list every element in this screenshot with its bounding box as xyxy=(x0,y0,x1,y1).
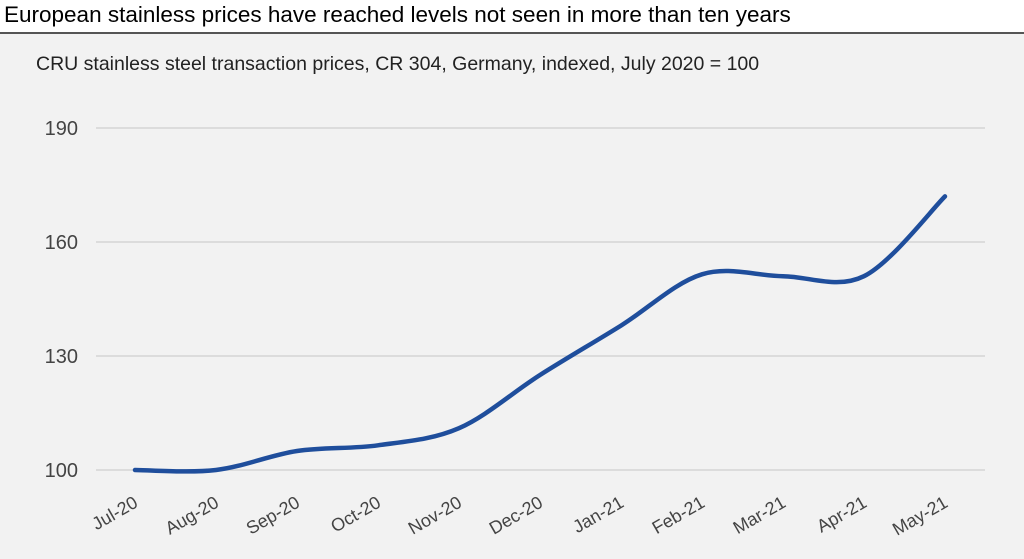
data-point-Sep-20 xyxy=(295,449,299,453)
data-point-Dec-20 xyxy=(538,373,542,377)
data-point-Aug-20 xyxy=(214,468,218,472)
data-point-Mar-21 xyxy=(781,274,785,278)
x-tick-label: Apr-21 xyxy=(813,492,870,536)
chart-title: CRU stainless steel transaction prices, … xyxy=(36,53,760,75)
x-tick-label: Jan-21 xyxy=(569,492,627,537)
x-tick-label: Sep-20 xyxy=(243,492,303,538)
data-point-Feb-21 xyxy=(700,272,704,276)
y-tick-label: 100 xyxy=(45,460,78,482)
y-tick-label: 190 xyxy=(45,118,78,140)
series-layer xyxy=(132,194,948,474)
y-tick-label: 160 xyxy=(45,232,78,254)
chart-headline: European stainless prices have reached l… xyxy=(4,2,791,27)
y-axis-tick-labels: 100 130 160 190 xyxy=(45,118,78,482)
gridlines xyxy=(96,127,985,471)
x-tick-label: Aug-20 xyxy=(162,492,222,538)
y-tick-label: 130 xyxy=(45,346,78,368)
series-line-0 xyxy=(132,194,948,474)
x-tick-label: May-21 xyxy=(889,492,951,539)
data-point-Apr-21 xyxy=(862,274,866,278)
x-tick-label: Jul-20 xyxy=(89,492,141,534)
data-point-Jul-20 xyxy=(133,468,137,472)
x-tick-label: Mar-21 xyxy=(730,492,789,538)
x-axis-tick-labels: Jul-20 Aug-20 Sep-20 Oct-20 Nov-20 Dec-20 Jan-… xyxy=(89,492,951,539)
data-point-Oct-20 xyxy=(376,443,380,447)
headline-divider xyxy=(0,32,1024,34)
x-tick-label: Dec-20 xyxy=(486,492,546,538)
data-point-Nov-20 xyxy=(457,426,461,430)
data-point-Jan-21 xyxy=(619,324,623,328)
x-tick-label: Oct-20 xyxy=(327,492,384,536)
data-point-May-21 xyxy=(943,194,947,198)
x-tick-label: Nov-20 xyxy=(405,492,465,538)
x-tick-label: Feb-21 xyxy=(649,492,708,538)
